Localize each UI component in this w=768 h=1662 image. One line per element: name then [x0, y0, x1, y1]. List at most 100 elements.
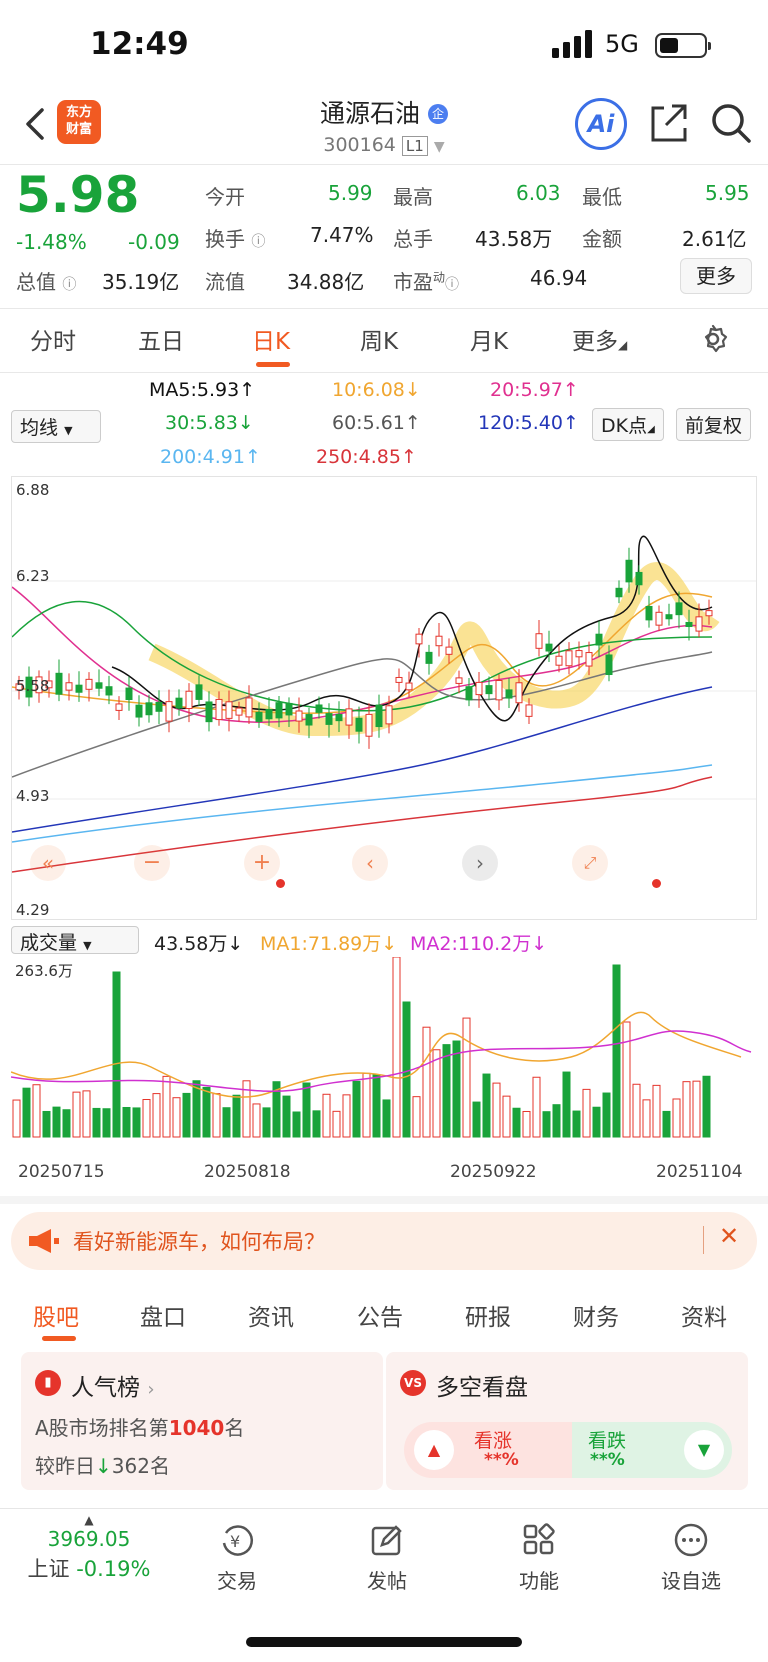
candle-body	[435, 635, 443, 647]
high-value: 6.03	[516, 181, 561, 205]
svg-text:¥: ¥	[230, 1532, 240, 1551]
volume-bar	[402, 1001, 411, 1138]
tab-more[interactable]: 更多◢	[572, 322, 627, 356]
info-icon[interactable]: ⓘ	[251, 234, 266, 250]
close-icon[interactable]: ✕	[719, 1222, 740, 1250]
y-tick: 4.93	[16, 787, 50, 805]
zoom-out-icon[interactable]: −	[134, 845, 170, 881]
tab-monthly-k[interactable]: 月K	[470, 329, 509, 355]
nav-trade[interactable]: ¥ 交易	[182, 1521, 292, 1594]
candle-body	[235, 707, 243, 716]
adjust-button[interactable]: 前复权	[676, 408, 752, 441]
scroll-left-fast-icon[interactable]: «	[30, 845, 66, 881]
candle-body	[395, 676, 403, 683]
kline-svg	[11, 535, 756, 873]
volume-bar	[632, 1083, 641, 1138]
volume-bar	[122, 1106, 131, 1138]
compose-icon	[371, 1525, 402, 1556]
index-ticker[interactable]: ▲ 3969.05 上证 -0.19%	[24, 1513, 154, 1583]
nav-functions[interactable]: 功能	[484, 1521, 594, 1594]
amount-label: 金额	[582, 227, 622, 251]
bull-bear-card[interactable]: VS 多空看盘 ▲ 看涨 **% 看跌 **% ▼	[386, 1352, 748, 1490]
volume-bar	[612, 964, 621, 1138]
volume-bar	[682, 1081, 691, 1138]
candle-body	[495, 680, 503, 701]
more-button[interactable]: 更多	[680, 258, 752, 294]
candle-body	[145, 702, 153, 716]
info-icon[interactable]: ⓘ	[445, 277, 460, 293]
candle-body	[485, 685, 493, 695]
ma200-value: 200:4.91↑	[160, 446, 261, 468]
x-tick: 20251104	[656, 1162, 743, 1182]
tab-intraday[interactable]: 分时	[30, 329, 76, 355]
tab-news[interactable]: 资讯	[248, 1305, 294, 1331]
expand-icon[interactable]: ⤢	[572, 845, 608, 881]
total-value: 35.19亿	[102, 270, 180, 294]
y-tick: 5.58	[16, 677, 50, 695]
bull-button[interactable]: ▲ 看涨 **%	[404, 1422, 572, 1478]
candle-body	[365, 713, 373, 737]
bear-value: **%	[590, 1450, 625, 1470]
promo-banner[interactable]: 看好新能源车，如何布局？ ✕	[11, 1212, 757, 1270]
candle-body	[535, 633, 543, 649]
ma-curve	[11, 776, 713, 873]
stock-name[interactable]: 通源石油 企	[0, 94, 768, 130]
nav-add-watchlist[interactable]: 设自选	[636, 1521, 746, 1594]
candle-body	[525, 704, 533, 717]
tab-orderbook[interactable]: 盘口	[140, 1305, 186, 1331]
tab-forum[interactable]: 股吧	[33, 1305, 79, 1331]
stock-code[interactable]: 300164 L1 ▼	[0, 134, 768, 156]
info-icon[interactable]: ⓘ	[62, 277, 77, 293]
vs-title: 多空看盘	[436, 1375, 528, 1401]
back-icon[interactable]	[20, 104, 50, 144]
tab-five-day[interactable]: 五日	[138, 329, 184, 355]
kline-chart[interactable]: 6.88 6.23 5.58 4.93 4.29 « − + ‹ › ⤢	[11, 476, 757, 920]
period-tabs: 分时 五日 日K 周K 月K 更多◢	[0, 310, 768, 372]
volume-bar	[652, 1084, 661, 1138]
bear-button[interactable]: 看跌 **% ▼	[572, 1422, 732, 1478]
pe-sup: 动	[433, 270, 446, 285]
candle-body	[415, 633, 423, 645]
share-icon[interactable]	[648, 102, 688, 144]
volume-value: 43.58万	[475, 227, 553, 251]
volume-bar	[672, 1098, 681, 1138]
info-tabs: 股吧 盘口 资讯 公告 研报 财务 资料	[0, 1282, 768, 1342]
ma5-value: MA5:5.93↑	[149, 379, 256, 401]
indicator-select[interactable]: 均线 ▼	[11, 410, 101, 443]
nav-post[interactable]: 发帖	[332, 1521, 442, 1594]
tab-weekly-k[interactable]: 周K	[360, 329, 399, 355]
app-logo[interactable]: 东方 财富	[57, 100, 101, 144]
candle-body	[295, 710, 303, 722]
tab-announcements[interactable]: 公告	[357, 1305, 403, 1331]
step-right-icon[interactable]: ›	[462, 845, 498, 881]
volume-bar	[82, 1090, 91, 1138]
volume-indicator-select[interactable]: 成交量 ▼	[11, 926, 139, 954]
search-icon[interactable]	[710, 102, 752, 144]
candle-body	[705, 610, 713, 617]
tab-research[interactable]: 研报	[465, 1305, 511, 1331]
battery-icon	[655, 33, 711, 58]
candle-body	[55, 672, 63, 695]
volume-ma1	[10, 1011, 742, 1098]
volume-bar	[222, 1107, 231, 1138]
dk-point-button[interactable]: DK点◢	[592, 408, 664, 441]
volume-select-label: 成交量	[20, 932, 78, 954]
candle-body	[605, 654, 613, 676]
tab-daily-k[interactable]: 日K	[252, 329, 291, 355]
volume-bar	[312, 1110, 321, 1138]
ai-button[interactable]: Ai	[575, 98, 627, 150]
volume-chart[interactable]: 263.6万	[10, 956, 757, 1151]
candle-body	[115, 703, 123, 711]
settings-icon[interactable]	[698, 324, 728, 354]
candle-body	[175, 697, 183, 709]
rank-title: 人气榜 ›	[71, 1368, 155, 1402]
tab-profile[interactable]: 资料	[681, 1305, 727, 1331]
stock-header: 东方 财富 通源石油 企 300164 L1 ▼ Ai	[0, 90, 768, 164]
tab-finance[interactable]: 财务	[573, 1305, 619, 1331]
step-left-icon[interactable]: ‹	[352, 845, 388, 881]
candle-body	[315, 704, 323, 713]
popularity-card[interactable]: ▮ 人气榜 › A股市场排名第1040名 较昨日↓362名	[21, 1352, 383, 1490]
volume-bar	[192, 1080, 201, 1138]
bull-value: **%	[484, 1450, 519, 1470]
zoom-in-icon[interactable]: +	[244, 845, 280, 881]
